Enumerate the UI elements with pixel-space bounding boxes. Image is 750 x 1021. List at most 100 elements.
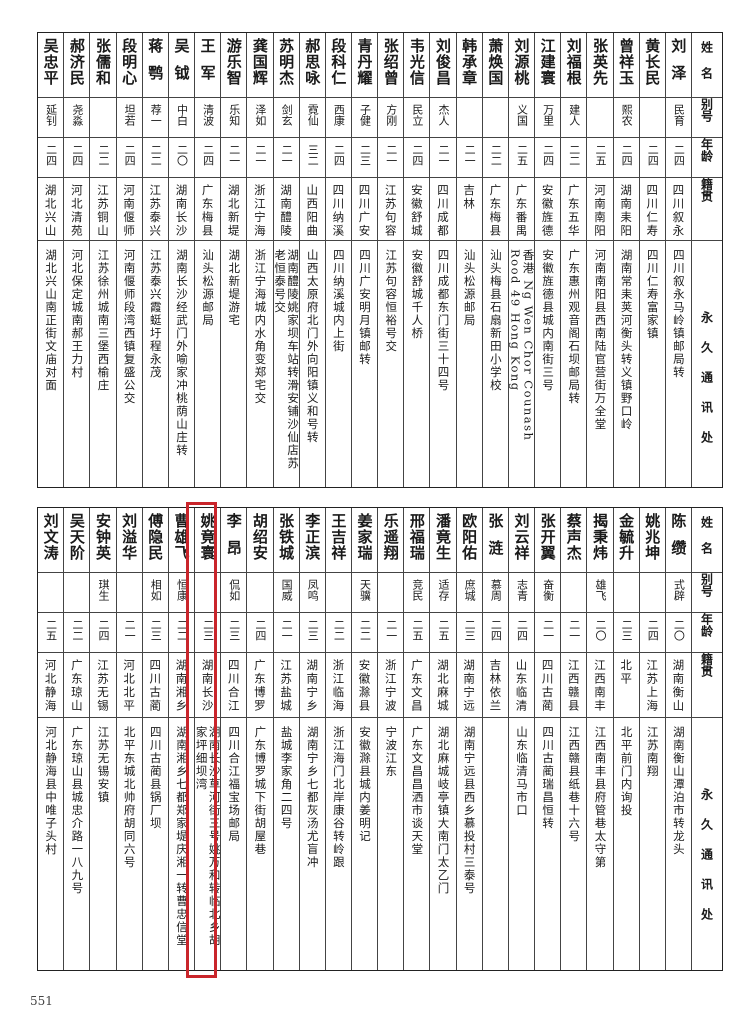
cell-age: 二四	[247, 613, 273, 653]
person-age: 二四	[96, 619, 110, 641]
person-age: 二四	[620, 144, 634, 166]
cell-name: 张儒和	[90, 33, 116, 98]
cell-age: 二四	[38, 138, 64, 178]
person-column: 段明心 坦若 二四 河南偃师 河南偃师段湾西镇复盛公交	[115, 33, 142, 487]
cell-address: 河南南阳县西南陆官营街万全堂	[587, 241, 612, 487]
cell-hometown: 四川叙永	[665, 178, 691, 241]
cell-alias	[90, 98, 116, 138]
cell-name: 韦光信	[404, 33, 430, 98]
cell-hometown: 浙江宁波	[378, 653, 404, 718]
cell-address: 江西南丰县府管巷太守第	[587, 718, 612, 970]
cell-hometown: 广东琼山	[64, 653, 90, 718]
header-label-hometown: 籍贯	[699, 653, 714, 677]
person-column: 张开翼 奋衡 二一 四川古蔺 四川古蔺瑞昌恒转	[534, 508, 561, 970]
person-column: 乐遥翔 二一 浙江宁波 宁波江东	[377, 508, 404, 970]
person-hometown: 四川纳溪	[331, 184, 346, 238]
cell-name: 刘俊昌	[430, 33, 456, 98]
person-alias: 霓仙	[306, 104, 320, 126]
person-column: 郝思咏 霓仙 三二 山西阳曲 山西太原府北门外向阳镇义和号转	[298, 33, 325, 487]
person-name: 李正滨	[303, 513, 322, 561]
person-age: 二一	[253, 144, 267, 166]
person-address: 江西赣县纸巷十六号	[567, 726, 582, 843]
person-hometown: 河北北平	[122, 659, 137, 713]
person-age: 二一	[463, 144, 477, 166]
cell-alias: 国威	[273, 573, 299, 613]
person-address: 四川纳溪城内上街	[331, 249, 346, 353]
person-hometown: 广东文昌	[409, 659, 424, 713]
person-hometown: 江西南丰	[592, 659, 607, 713]
person-column: 吴钺 中白 二〇 湖南长沙 湖南长沙经武门外喻家冲桃荫山庄转	[167, 33, 195, 487]
cell-age: 二四	[665, 138, 691, 178]
cell-name: 刘溢华	[116, 508, 142, 573]
person-hometown: 江苏句容	[383, 184, 398, 238]
person-column: 李昂 侃如 二三 四川合江 四川合江福宝场邮局	[220, 508, 247, 970]
person-alias: 泽如	[253, 104, 267, 126]
cell-age: 二四	[639, 613, 665, 653]
person-hometown: 河南偃师	[122, 184, 137, 238]
person-age: 二四	[489, 619, 503, 641]
header-label-name: 姓名	[699, 41, 714, 93]
person-alias: 义国	[515, 104, 529, 126]
cell-age: 二四	[195, 138, 221, 178]
cell-name: 曾祥玉	[613, 33, 639, 98]
person-name: 吴忠平	[41, 38, 60, 86]
person-alias: 乐知	[227, 104, 241, 126]
cell-address: 广东惠州观音阁石坝邮局转	[561, 241, 586, 487]
cell-name: 韩承章	[456, 33, 482, 98]
cell-alias: 式辟	[665, 573, 691, 613]
cell-address: 四川广安明月镇邮转	[352, 241, 377, 487]
person-age: 二三	[463, 619, 477, 641]
cell-hometown: 广东博罗	[247, 653, 273, 718]
person-name: 龚国辉	[250, 38, 269, 86]
person-name: 萧焕国	[486, 38, 505, 86]
cell-alias	[64, 573, 90, 613]
cell-address: 湖北麻城岐亭镇大南门太乙门	[430, 718, 455, 970]
cell-alias	[116, 573, 142, 613]
cell-alias: 民立	[404, 98, 430, 138]
person-column: 胡绍安 二四 广东博罗 广东博罗城下街胡屋巷	[246, 508, 273, 970]
person-name: 刘溢华	[120, 513, 139, 561]
cell-address: 湖南常耒荚河衡头转义镇野口岭	[614, 241, 639, 487]
person-name: 苏明杰	[277, 38, 296, 86]
person-address: 湖南醴陵姚家坝车站转滑安铺沙仙店苏老恒泰号交	[273, 249, 299, 470]
cell-address: 四川仁寿富家镇	[640, 241, 665, 487]
cell-age: 二一	[561, 613, 587, 653]
person-name: 张开翼	[538, 513, 557, 561]
cell-name: 张开翼	[535, 508, 561, 573]
person-name: 姚兆坤	[643, 513, 662, 561]
person-address: 宁波江东	[384, 726, 399, 778]
person-address: 浙江海门北岸康谷转岭跟	[331, 726, 346, 869]
cell-alias	[195, 573, 221, 613]
person-column: 姚竟寰 二三 湖南长沙 湖南长沙草河街三号姚万和转临北乡胡家坪细坝湾	[194, 508, 221, 970]
person-address: 江苏泰兴霞蜓圩程永茂	[148, 249, 163, 379]
header-cell-address: 永久通讯处	[692, 241, 722, 487]
cell-hometown: 湖南长沙	[195, 653, 221, 718]
person-hometown: 浙江宁波	[383, 659, 398, 713]
cell-alias: 慕周	[482, 573, 508, 613]
cell-name: 蒋鹗	[142, 33, 168, 98]
person-alias: 相如	[149, 579, 163, 601]
person-column: 陈缵 式辟 二〇 湖南衡山 湖南衡山潭泊市转龙头	[664, 508, 691, 970]
person-age: 二二	[149, 144, 163, 166]
person-address: 河南偃师段湾西镇复盛公交	[122, 249, 137, 405]
cell-hometown: 江苏无锡	[90, 653, 116, 718]
cell-hometown: 广东梅县	[195, 178, 221, 241]
person-name: 乐遥翔	[381, 513, 400, 561]
person-column: 游乐智 乐知 二一 湖北新堤 湖北新堤游宅	[220, 33, 247, 487]
person-column: 韩承章 二一 吉林 汕头松源邮局	[455, 33, 482, 487]
person-address: 四川成都东门街三十四号	[436, 249, 451, 392]
person-alias: 竞民	[410, 579, 424, 601]
person-alias: 中白	[175, 104, 189, 126]
person-hometown: 湖北新堤	[226, 184, 241, 238]
person-hometown: 四川成都	[436, 184, 451, 238]
person-address: 湖南长沙草河街三号姚万和转临北乡胡家坪细坝湾	[195, 726, 221, 947]
cell-name: 潘竟生	[430, 508, 456, 573]
cell-address: 江苏泰兴霞蜓圩程永茂	[143, 241, 168, 487]
cell-hometown: 四川古蔺	[535, 653, 561, 718]
cell-hometown: 安徽旌德	[535, 178, 561, 241]
cell-name: 青丹耀	[351, 33, 378, 98]
cell-name: 傅隐民	[142, 508, 168, 573]
cell-age: 二四	[404, 138, 430, 178]
cell-alias: 杰人	[430, 98, 456, 138]
cell-address: 江苏南翔	[640, 718, 665, 970]
